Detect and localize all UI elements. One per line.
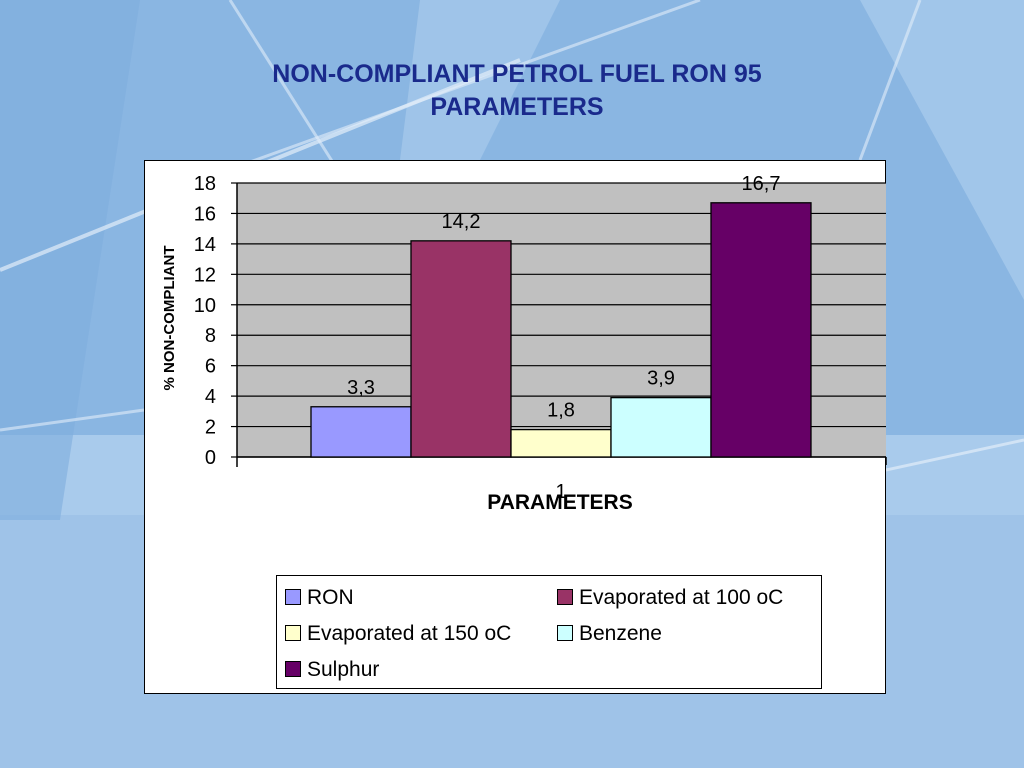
legend-swatch	[557, 625, 573, 641]
legend-swatch	[285, 661, 301, 677]
slide-title: NON-COMPLIANT PETROL FUEL RON 95 PARAMET…	[140, 58, 894, 124]
legend-item-ron: RON	[285, 585, 354, 611]
data-label: 3,3	[347, 377, 375, 399]
bar-sulphur	[710, 202, 812, 458]
bar-chart: 0 2 4 6 8 10 12 14 16 18 3,3 14,2 1,8 3,9 16,7 1PARAMET…	[161, 173, 887, 514]
data-label: 3,9	[647, 368, 675, 390]
legend-item-sulphur: Sulphur	[285, 657, 379, 683]
legend-item-evaporated-at-150-oc: Evaporated at 150 oC	[285, 621, 511, 647]
legend-swatch	[285, 589, 301, 605]
y-tick-label: 16	[194, 203, 216, 225]
y-tick-label: 2	[205, 417, 216, 439]
legend-swatch	[557, 589, 573, 605]
x-category-label: 1	[555, 481, 566, 503]
legend-label: Sulphur	[307, 658, 380, 681]
slide-title-line-2: PARAMETERS	[430, 93, 604, 121]
data-label: 1,8	[547, 400, 575, 422]
y-tick-label: 6	[205, 356, 216, 378]
bar-benzene	[610, 396, 712, 458]
y-tick-label: 14	[194, 234, 216, 256]
y-tick-label: 0	[205, 447, 216, 469]
legend-label: Benzene	[579, 622, 662, 645]
legend-swatch	[285, 625, 301, 641]
data-label: 16,7	[742, 173, 781, 195]
legend-label: RON	[307, 586, 354, 609]
data-label: 14,2	[442, 211, 481, 233]
bar-evaporated-at-100-oc	[410, 240, 512, 458]
legend-label: Evaporated at 100 oC	[579, 586, 784, 609]
legend-label: Evaporated at 150 oC	[307, 622, 512, 645]
y-axis-title: % NON-COMPLIANT	[161, 246, 178, 391]
y-tick-label: 8	[205, 325, 216, 347]
x-axis-title: PARAMETERS	[487, 491, 632, 514]
chart-legend: RON Evaporated at 100 oC Evaporated at 150…	[276, 575, 822, 689]
legend-item-benzene: Benzene	[557, 621, 662, 647]
y-tick-label: 18	[194, 173, 216, 195]
slide-title-line-1: NON-COMPLIANT PETROL FUEL RON 95	[272, 60, 762, 88]
y-tick-label: 4	[205, 386, 216, 408]
y-tick-label: 12	[194, 264, 216, 286]
y-tick-label: 10	[194, 295, 216, 317]
bar-ron	[310, 406, 412, 458]
bar-evaporated-at-150-oc	[510, 428, 612, 458]
legend-item-evaporated-at-100-oc: Evaporated at 100 oC	[557, 585, 783, 611]
